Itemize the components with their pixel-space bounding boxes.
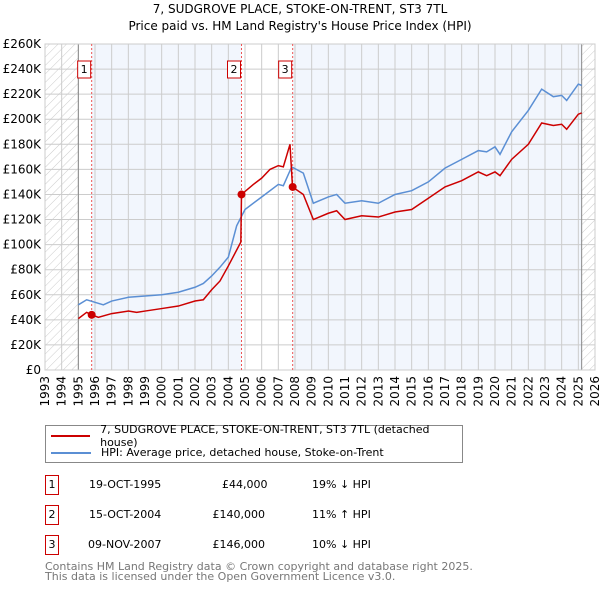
sale-date: 09-NOV-2007 [88, 538, 162, 551]
y-tick-label: £240K [3, 62, 43, 76]
x-tick-label: 2024 [555, 376, 569, 407]
x-tick-label: 2026 [588, 376, 600, 407]
x-tick-label: 1999 [138, 376, 152, 407]
y-tick-label: £160K [3, 162, 43, 176]
x-tick-label: 1993 [38, 376, 52, 407]
x-tick-label: 2004 [221, 376, 235, 407]
x-tick-label: 2012 [355, 376, 369, 407]
sale-date: 15-OCT-2004 [89, 508, 162, 521]
x-tick-label: 1994 [55, 376, 69, 407]
sale-row-3: 3 09-NOV-2007 £146,000 10% ↓ HPI [45, 535, 465, 555]
x-tick-label: 2022 [521, 376, 535, 407]
x-tick-label: 1995 [71, 376, 85, 407]
sale-hpi-diff: 10% ↓ HPI [312, 538, 371, 551]
x-tick-label: 1997 [105, 376, 119, 407]
x-tick-label: 2021 [505, 376, 519, 407]
y-tick-label: £40K [10, 313, 42, 327]
x-tick-label: 2014 [388, 376, 402, 407]
legend-swatch-blue [51, 451, 91, 454]
x-tick-label: 2003 [205, 376, 219, 407]
sale-marker-box [77, 60, 92, 79]
chart-title: 7, SUDGROVE PLACE, STOKE-ON-TRENT, ST3 7… [152, 2, 448, 16]
sale-marker-label: 2 [231, 63, 238, 76]
legend-swatch-red [51, 434, 91, 437]
sale-hpi-diff: 11% ↑ HPI [312, 508, 371, 521]
plot-border [44, 43, 596, 371]
x-tick-label: 2016 [421, 376, 435, 407]
x-tick-label: 1996 [88, 376, 102, 407]
sale-marker-label: 3 [45, 535, 59, 555]
x-tick-label: 2000 [155, 376, 169, 407]
x-tick-label: 2025 [571, 376, 585, 407]
y-tick-label: £60K [10, 288, 42, 302]
y-tick-label: £140K [3, 187, 43, 201]
sale-price: £146,000 [212, 538, 266, 551]
y-tick-label: £180K [3, 137, 43, 151]
x-tick-label: 2009 [305, 376, 319, 407]
x-tick-label: 2019 [471, 376, 485, 407]
plot-area: £0 £20K £40K £60K £80K £100K £120K £140K £160K £1… [3, 37, 600, 407]
x-tick-label: 2017 [438, 376, 452, 407]
sale-marker-label: 2 [45, 505, 59, 525]
sale-point [237, 190, 246, 199]
sale-marker-label: 1 [81, 63, 88, 76]
sale-hpi-diff: 19% ↓ HPI [312, 478, 371, 491]
x-tick-label: 2013 [371, 376, 385, 407]
sale-marker-label: 3 [282, 63, 289, 76]
no-data-hatch [581, 44, 595, 370]
sale-price: £140,000 [212, 508, 266, 521]
x-tick-label: 2023 [538, 376, 552, 407]
shaded-period [292, 44, 582, 370]
y-tick-label: £100K [3, 238, 43, 252]
sale-marker-label: 1 [45, 475, 59, 495]
x-tick-label: 2001 [171, 376, 185, 407]
x-tick-label: 2007 [271, 376, 285, 407]
x-tick-label: 2018 [455, 376, 469, 407]
x-tick-label: 2010 [321, 376, 335, 407]
y-tick-label: £0 [26, 363, 41, 377]
sale-price: £44,000 [222, 478, 268, 491]
y-tick-label: £20K [10, 338, 42, 352]
sale-row-1: 1 19-OCT-1995 £44,000 19% ↓ HPI [45, 475, 465, 495]
y-tick-label: £220K [3, 87, 43, 101]
x-tick-label: 2006 [255, 376, 269, 407]
legend-item-hpi: HPI: Average price, detached house, Stok… [51, 444, 384, 461]
legend-label: 7, SUDGROVE PLACE, STOKE-ON-TRENT, ST3 7… [100, 422, 430, 449]
sale-row-2: 2 15-OCT-2004 £140,000 11% ↑ HPI [45, 505, 465, 525]
x-tick-label: 2011 [338, 376, 352, 407]
shaded-period [91, 44, 242, 370]
sale-point [288, 182, 297, 191]
footer-licence: This data is licensed under the Open Gov… [45, 570, 396, 583]
y-tick-label: £120K [3, 213, 43, 227]
y-tick-label: £80K [10, 263, 42, 277]
sale-marker-box [278, 60, 293, 79]
legend: 7, SUDGROVE PLACE, STOKE-ON-TRENT, ST3 7… [45, 423, 463, 463]
x-tick-label: 2020 [488, 376, 502, 407]
sale-marker-box [227, 60, 241, 79]
chart-subtitle: Price paid vs. HM Land Registry's House … [128, 19, 472, 33]
x-tick-label: 1998 [121, 376, 135, 407]
sale-date: 19-OCT-1995 [89, 478, 162, 491]
y-tick-label: £260K [3, 37, 43, 51]
legend-label: HPI: Average price, detached house, Stok… [101, 446, 384, 459]
property-series-line [77, 112, 582, 320]
sale-point [87, 310, 96, 319]
legend-item-property: 7, SUDGROVE PLACE, STOKE-ON-TRENT, ST3 7… [51, 423, 462, 449]
hpi-series-line [77, 83, 582, 306]
y-tick-label: £200K [3, 112, 43, 126]
footer-copyright: Contains HM Land Registry data © Crown c… [45, 560, 473, 573]
x-tick-label: 2008 [288, 376, 302, 407]
x-tick-label: 2002 [188, 376, 202, 407]
x-tick-label: 2005 [238, 376, 252, 407]
x-tick-label: 2015 [405, 376, 419, 407]
